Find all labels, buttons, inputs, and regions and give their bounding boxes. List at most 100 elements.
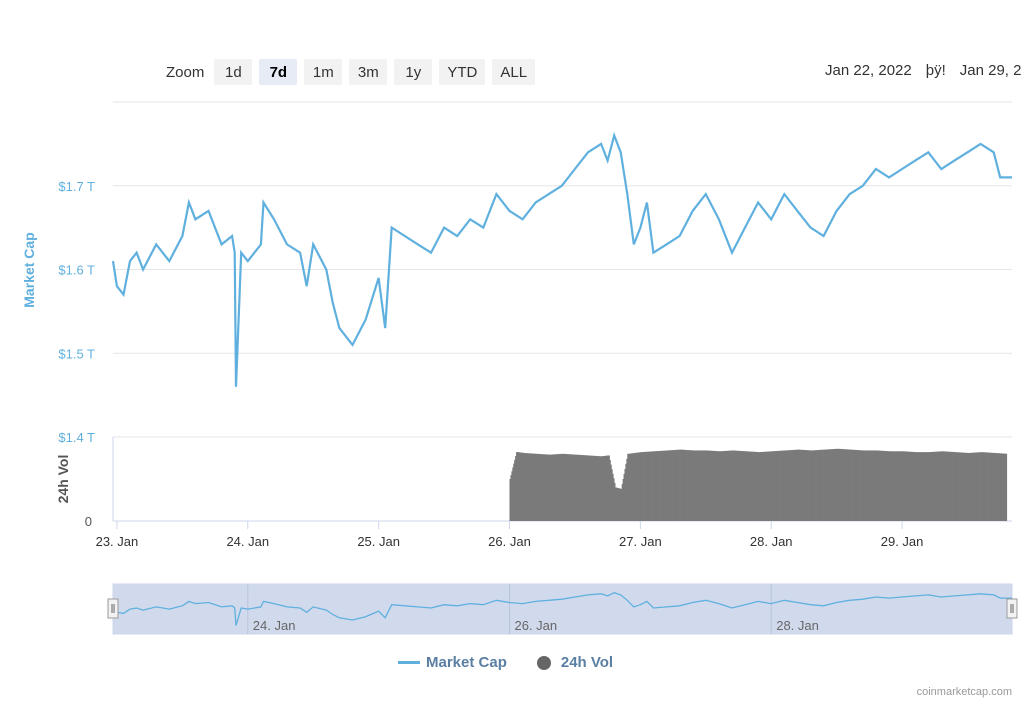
volume-bar bbox=[745, 451, 748, 521]
zoom-1m-button[interactable]: 1m bbox=[304, 59, 343, 85]
volume-bar bbox=[874, 450, 877, 521]
volume-bar bbox=[838, 448, 841, 521]
legend: Market Cap 24h Vol bbox=[398, 654, 643, 671]
volume-bar bbox=[842, 449, 845, 521]
volume-bar bbox=[664, 450, 667, 521]
volume-bar bbox=[816, 450, 819, 521]
volume-bar bbox=[588, 455, 591, 521]
volume-bar bbox=[746, 451, 750, 521]
volume-bar bbox=[735, 450, 738, 521]
volume-bar bbox=[913, 452, 916, 521]
navigator-right-handle[interactable] bbox=[1006, 598, 1018, 619]
volume-bar bbox=[881, 450, 884, 521]
volume-bar bbox=[554, 454, 557, 521]
volume-bar bbox=[541, 454, 544, 521]
volume-bar bbox=[696, 450, 699, 521]
volume-bar bbox=[705, 450, 708, 521]
volume-bar bbox=[567, 454, 570, 521]
volume-bar bbox=[851, 449, 854, 521]
volume-bar bbox=[767, 451, 770, 521]
volume-bar bbox=[760, 452, 763, 521]
navigator-selection[interactable] bbox=[113, 584, 1012, 634]
volume-bar bbox=[741, 451, 744, 521]
volume-bar bbox=[685, 449, 688, 521]
volume-bar bbox=[810, 450, 813, 521]
volume-bar bbox=[565, 454, 568, 521]
volume-bar bbox=[586, 455, 589, 521]
navigator-left-handle[interactable] bbox=[107, 598, 119, 619]
volume-bar bbox=[950, 451, 953, 521]
volume-bar bbox=[974, 452, 978, 521]
volume-bar bbox=[659, 450, 662, 521]
zoom-all-button[interactable]: ALL bbox=[492, 59, 536, 85]
volume-bar bbox=[937, 451, 940, 521]
y-tick-label: $1.5 T bbox=[58, 346, 95, 361]
range-to-input[interactable]: Jan 29, 2 bbox=[959, 62, 1022, 79]
navigator[interactable]: 24. Jan 26. Jan 28. Jan bbox=[107, 583, 1018, 635]
volume-bar bbox=[902, 451, 905, 521]
volume-bar bbox=[924, 452, 927, 521]
legend-item-market-cap[interactable]: Market Cap bbox=[398, 654, 507, 671]
zoom-label: Zoom bbox=[166, 63, 205, 81]
range-from-input[interactable]: Jan 22, 2022 bbox=[825, 62, 912, 79]
credits-link[interactable]: coinmarketcap.com bbox=[916, 686, 1012, 698]
volume-bar bbox=[533, 453, 537, 521]
zoom-ytd-button[interactable]: YTD bbox=[439, 59, 486, 85]
legend-item-volume[interactable]: 24h Vol bbox=[536, 654, 613, 671]
volume-bar bbox=[1003, 453, 1006, 521]
volume-bar bbox=[730, 450, 733, 521]
volume-bar bbox=[584, 455, 587, 521]
volume-bar bbox=[941, 451, 944, 521]
volume-bar bbox=[531, 453, 535, 521]
volume-bar bbox=[847, 449, 851, 521]
volume-bar bbox=[763, 451, 766, 521]
volume-bar bbox=[806, 450, 809, 521]
volume-bar bbox=[888, 451, 892, 521]
volume-axis-label: 24h Vol bbox=[55, 455, 71, 504]
zoom-7d-button[interactable]: 7d bbox=[259, 59, 298, 85]
volume-bar bbox=[537, 453, 540, 521]
volume-bar bbox=[872, 450, 875, 521]
volume-bar bbox=[911, 451, 914, 521]
volume-bar bbox=[855, 449, 858, 521]
volume-bar bbox=[825, 449, 828, 521]
volume-bar bbox=[802, 449, 806, 521]
volume-bar bbox=[657, 451, 660, 521]
volume-bar bbox=[582, 455, 585, 521]
volume-bar bbox=[558, 454, 561, 521]
volume-bar bbox=[995, 453, 998, 521]
volume-bar bbox=[559, 453, 563, 521]
volume-bar bbox=[982, 452, 985, 521]
volume-bar bbox=[844, 449, 847, 521]
volume-bar bbox=[903, 451, 907, 521]
volume-bar bbox=[877, 450, 880, 521]
volume-bar bbox=[589, 455, 593, 521]
zoom-3m-button[interactable]: 3m bbox=[349, 59, 388, 85]
volume-bar bbox=[774, 451, 778, 521]
volume-bar bbox=[993, 452, 996, 521]
market-cap-series-line bbox=[111, 131, 1012, 387]
x-tick-label: 29. Jan bbox=[881, 534, 924, 549]
volume-bar bbox=[638, 452, 641, 521]
volume-bar bbox=[717, 451, 720, 521]
volume-bar bbox=[898, 451, 901, 521]
volume-bar bbox=[769, 451, 772, 521]
volume-bar bbox=[946, 451, 950, 521]
volume-bar bbox=[668, 450, 671, 521]
volume-bar bbox=[795, 449, 798, 521]
volume-bar bbox=[1004, 453, 1008, 521]
volume-bar bbox=[943, 451, 946, 521]
zoom-1y-button[interactable]: 1y bbox=[394, 59, 433, 85]
volume-bar bbox=[988, 452, 991, 521]
volume-bar bbox=[593, 455, 596, 521]
volume-bar bbox=[765, 451, 768, 521]
volume-bar bbox=[939, 451, 942, 521]
volume-bar bbox=[887, 451, 890, 521]
volume-bar bbox=[707, 450, 710, 521]
volume-bar bbox=[692, 450, 695, 521]
volume-zero-tick: 0 bbox=[85, 514, 92, 529]
navigator-tick-label: 24. Jan bbox=[253, 618, 296, 633]
zoom-1d-button[interactable]: 1d bbox=[214, 59, 253, 85]
volume-bar bbox=[870, 450, 873, 521]
volume-bar bbox=[631, 453, 634, 521]
